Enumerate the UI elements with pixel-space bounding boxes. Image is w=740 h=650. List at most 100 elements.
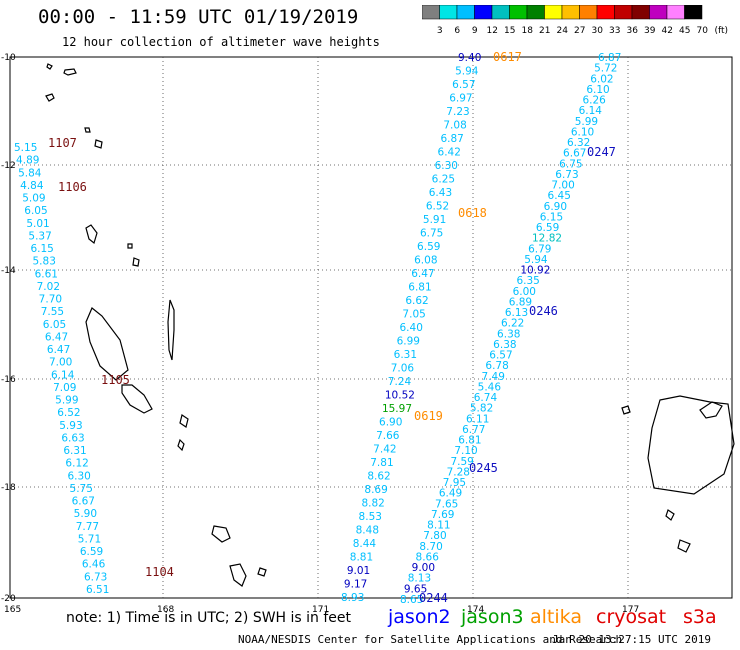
island-coastline [94, 139, 103, 149]
swh-value: 8.81 [350, 552, 373, 564]
swh-value: 6.45 [548, 190, 571, 202]
colorbar-label: 3 [437, 26, 443, 36]
swh-value: 8.53 [359, 511, 382, 523]
swh-value: 5.37 [28, 230, 51, 242]
swh-value: 7.00 [551, 180, 574, 192]
swh-value: 5.94 [524, 254, 548, 266]
longitude-tick-label: 174 [467, 605, 484, 615]
swh-value: 6.47 [411, 268, 434, 280]
colorbar-label: 21 [539, 26, 550, 36]
latitude-tick-label: -10 [1, 53, 16, 63]
island-coastline [132, 257, 140, 267]
swh-value: 7.09 [53, 382, 76, 394]
swh-value: 7.42 [373, 444, 396, 456]
swh-value: 7.10 [454, 445, 477, 457]
pass-label: 1105 [101, 373, 130, 387]
swh-value: 7.06 [391, 363, 415, 375]
swh-value: 6.67 [563, 148, 586, 160]
swh-value: 8.44 [353, 538, 377, 550]
longitude-tick-label: 168 [157, 605, 174, 615]
coastlines [45, 63, 735, 587]
island-coastline [85, 224, 98, 245]
pass-label: 0619 [414, 409, 443, 423]
swh-value: 7.24 [388, 376, 412, 388]
swh-value: 6.52 [57, 407, 80, 419]
swh-value: 6.38 [493, 339, 516, 351]
swh-value: 6.57 [489, 350, 512, 362]
swh-value: 5.75 [70, 483, 93, 495]
longitude-tick-label: 171 [312, 605, 329, 615]
swh-value: 7.28 [447, 466, 470, 478]
island-coastline [45, 93, 55, 102]
latitude-tick-label: -12 [1, 161, 16, 171]
swh-value: 6.14 [51, 369, 75, 381]
swh-value: 7.59 [450, 456, 473, 468]
swh-value: 7.66 [376, 430, 400, 442]
wave-height-colorbar: 3 6 9 12 15 18 21 24 27 30 33 36 39 42 45 70 (ft) [422, 5, 728, 36]
island-coastline [121, 384, 153, 414]
swh-value: 6.81 [408, 282, 431, 294]
colorbar-label: 42 [662, 26, 673, 36]
map-subtitle: 12 hour collection of altimeter wave hei… [62, 35, 380, 49]
swh-value: 6.25 [432, 174, 455, 186]
swh-value: 6.57 [452, 79, 475, 91]
swh-value: 6.73 [84, 571, 107, 583]
swh-value: 6.67 [72, 496, 95, 508]
swh-value: 6.62 [405, 295, 428, 307]
swh-value: 8.48 [356, 525, 379, 537]
swh-value: 6.78 [485, 360, 508, 372]
swh-value: 12.82 [532, 233, 562, 245]
swh-value: 5.09 [22, 193, 45, 205]
island-coastline [621, 405, 631, 415]
latitude-tick-label: -14 [1, 266, 16, 276]
swh-value: 6.63 [61, 432, 84, 444]
island-coastline [211, 525, 231, 543]
swh-value: 6.89 [509, 296, 532, 308]
pass-label: 0247 [587, 145, 616, 159]
latitude-tick-label: -16 [1, 375, 16, 385]
swh-value: 5.94 [455, 66, 479, 78]
swh-value: 5.46 [478, 381, 502, 393]
swh-value: 4.89 [16, 155, 39, 167]
colorbar-label: 33 [609, 26, 620, 36]
swh-value: 6.75 [559, 158, 582, 170]
swh-value: 6.47 [45, 331, 68, 343]
swh-value: 6.05 [24, 205, 47, 217]
island-coastline [665, 509, 675, 521]
swh-value: 6.59 [417, 241, 440, 253]
swh-value: 6.51 [86, 584, 109, 596]
swh-value: 5.91 [423, 214, 446, 226]
island-coastline [85, 307, 129, 381]
swh-value: 6.42 [438, 147, 461, 159]
pass-label: 1106 [58, 180, 87, 194]
swh-value: 6.59 [536, 222, 559, 234]
map-border [9, 56, 733, 599]
swh-value: 6.10 [586, 84, 609, 96]
pass-label: 1107 [48, 136, 77, 150]
swh-value: 6.15 [30, 243, 53, 255]
swh-value: 7.49 [482, 371, 505, 383]
swh-value: 5.99 [575, 116, 598, 128]
swh-value: 9.01 [347, 565, 370, 577]
swh-value: 9.65 [404, 583, 427, 595]
island-coastline [127, 243, 133, 249]
colorbar-label: 15 [504, 26, 515, 36]
swh-value: 6.43 [429, 187, 452, 199]
legend-altika: altika [530, 606, 582, 628]
island-coastline [179, 414, 189, 428]
swh-value: 10.92 [520, 265, 550, 277]
swh-value: 7.02 [37, 281, 60, 293]
swh-value: 6.40 [400, 322, 423, 334]
pass-label: 0618 [458, 206, 487, 220]
swh-value: 7.23 [446, 106, 469, 118]
island-coastline [257, 567, 267, 577]
swh-value: 7.81 [370, 457, 393, 469]
swh-value: 6.81 [458, 435, 481, 447]
swh-value: 6.74 [474, 392, 498, 404]
pass-label: 0246 [529, 304, 558, 318]
swh-value: 9.00 [412, 562, 435, 574]
swh-value: 6.30 [435, 160, 458, 172]
swh-value: 8.11 [427, 520, 450, 532]
island-coastline [647, 395, 735, 495]
